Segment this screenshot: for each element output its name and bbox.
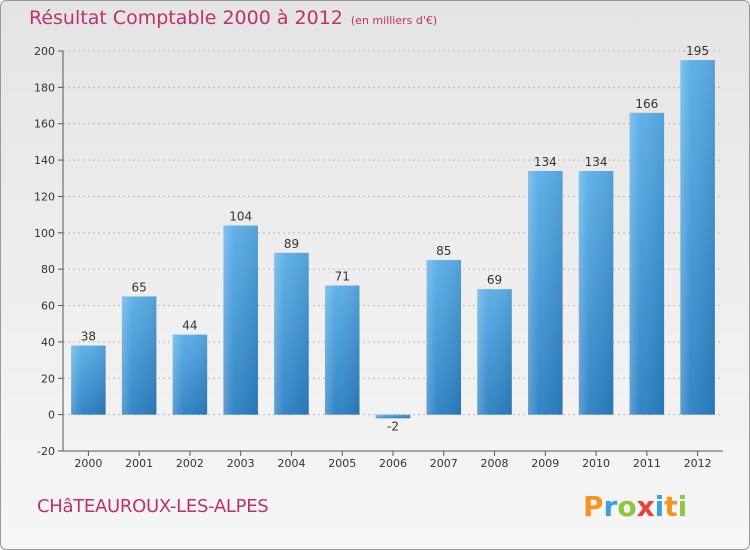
bar-shine-2007 xyxy=(426,260,462,415)
y-tick-label: 100 xyxy=(34,227,55,240)
bar-shine-2003 xyxy=(223,225,258,415)
logo-letter: r xyxy=(603,490,618,523)
bar-shine-2005 xyxy=(324,285,360,415)
logo-letter: x xyxy=(636,490,655,523)
x-tick-label-2007: 2007 xyxy=(430,457,458,470)
chart-title-text: Résultat Comptable 2000 à 2012 xyxy=(29,7,343,29)
bar-shine-2011 xyxy=(629,112,665,415)
data-label-2011: 166 xyxy=(635,97,658,111)
bar-shine-2002 xyxy=(172,334,208,415)
commune-name: CHâTEAUROUX-LES-ALPES xyxy=(37,496,269,517)
logo-letter: o xyxy=(617,490,637,523)
data-label-2007: 85 xyxy=(436,244,451,258)
data-label-2003: 104 xyxy=(229,210,252,224)
bar-shine-2004 xyxy=(274,252,309,415)
x-tick-label-2004: 2004 xyxy=(277,457,305,470)
x-tick-label-2000: 2000 xyxy=(74,457,102,470)
x-tick-label-2010: 2010 xyxy=(582,457,610,470)
grid-lines xyxy=(63,50,723,452)
bar-shine-2008 xyxy=(477,289,512,415)
data-label-2010: 134 xyxy=(585,155,608,169)
bar-shine-2000 xyxy=(71,345,106,415)
data-labels: 38 65 44 104 89 71 -2 85 69 134 134 166 195 xyxy=(81,44,709,433)
y-tick-label: 60 xyxy=(41,300,55,313)
bar-shine-2010 xyxy=(578,171,614,415)
bar-shine-2009 xyxy=(528,171,563,415)
chart-subtitle: (en milliers d'€) xyxy=(350,14,438,27)
bar-shine-2001 xyxy=(121,296,157,415)
x-tick-label-2011: 2011 xyxy=(633,457,661,470)
proxiti-logo[interactable]: Proxiti xyxy=(583,490,687,523)
data-label-2002: 44 xyxy=(182,319,197,333)
y-tick-label: 0 xyxy=(48,409,55,422)
y-tick-label: 180 xyxy=(34,81,55,94)
logo-letter: P xyxy=(583,490,604,523)
data-label-2006: -2 xyxy=(387,419,399,433)
data-label-2012: 195 xyxy=(686,44,709,58)
chart-title: Résultat Comptable 2000 à 2012 (en millie… xyxy=(29,7,437,29)
y-tick-label: -20 xyxy=(37,445,55,458)
x-tick-label-2009: 2009 xyxy=(531,457,559,470)
bars xyxy=(71,60,715,419)
logo-letter: i xyxy=(654,490,665,523)
y-tick-label: 140 xyxy=(34,154,55,167)
logo-letter: t xyxy=(664,490,678,523)
y-tick-label: 160 xyxy=(34,118,55,131)
x-tick-label-2002: 2002 xyxy=(176,457,204,470)
x-tick-label-2006: 2006 xyxy=(379,457,407,470)
x-tick-label-2003: 2003 xyxy=(227,457,255,470)
y-tick-label: 120 xyxy=(34,190,55,203)
bar-shine-2012 xyxy=(680,60,715,415)
data-label-2001: 65 xyxy=(132,280,147,294)
x-tick-label-2001: 2001 xyxy=(125,457,153,470)
x-tick-label-2008: 2008 xyxy=(481,457,509,470)
logo-letter: i xyxy=(677,490,688,523)
data-label-2008: 69 xyxy=(487,273,502,287)
axes: -20 0 20 40 60 80 100 120 140 160 180 200 2000 2001 20… xyxy=(34,45,723,470)
y-tick-label: 40 xyxy=(41,336,55,349)
data-label-2000: 38 xyxy=(81,330,96,344)
y-tick-label: 200 xyxy=(34,45,55,58)
y-tick-label: 20 xyxy=(41,372,55,385)
bar-shine-2006 xyxy=(375,414,411,419)
x-tick-label-2012: 2012 xyxy=(684,457,712,470)
x-tick-label-2005: 2005 xyxy=(328,457,356,470)
y-tick-label: 80 xyxy=(41,263,55,276)
data-label-2009: 134 xyxy=(534,155,557,169)
data-label-2004: 89 xyxy=(284,237,299,251)
data-label-2005: 71 xyxy=(335,270,350,284)
